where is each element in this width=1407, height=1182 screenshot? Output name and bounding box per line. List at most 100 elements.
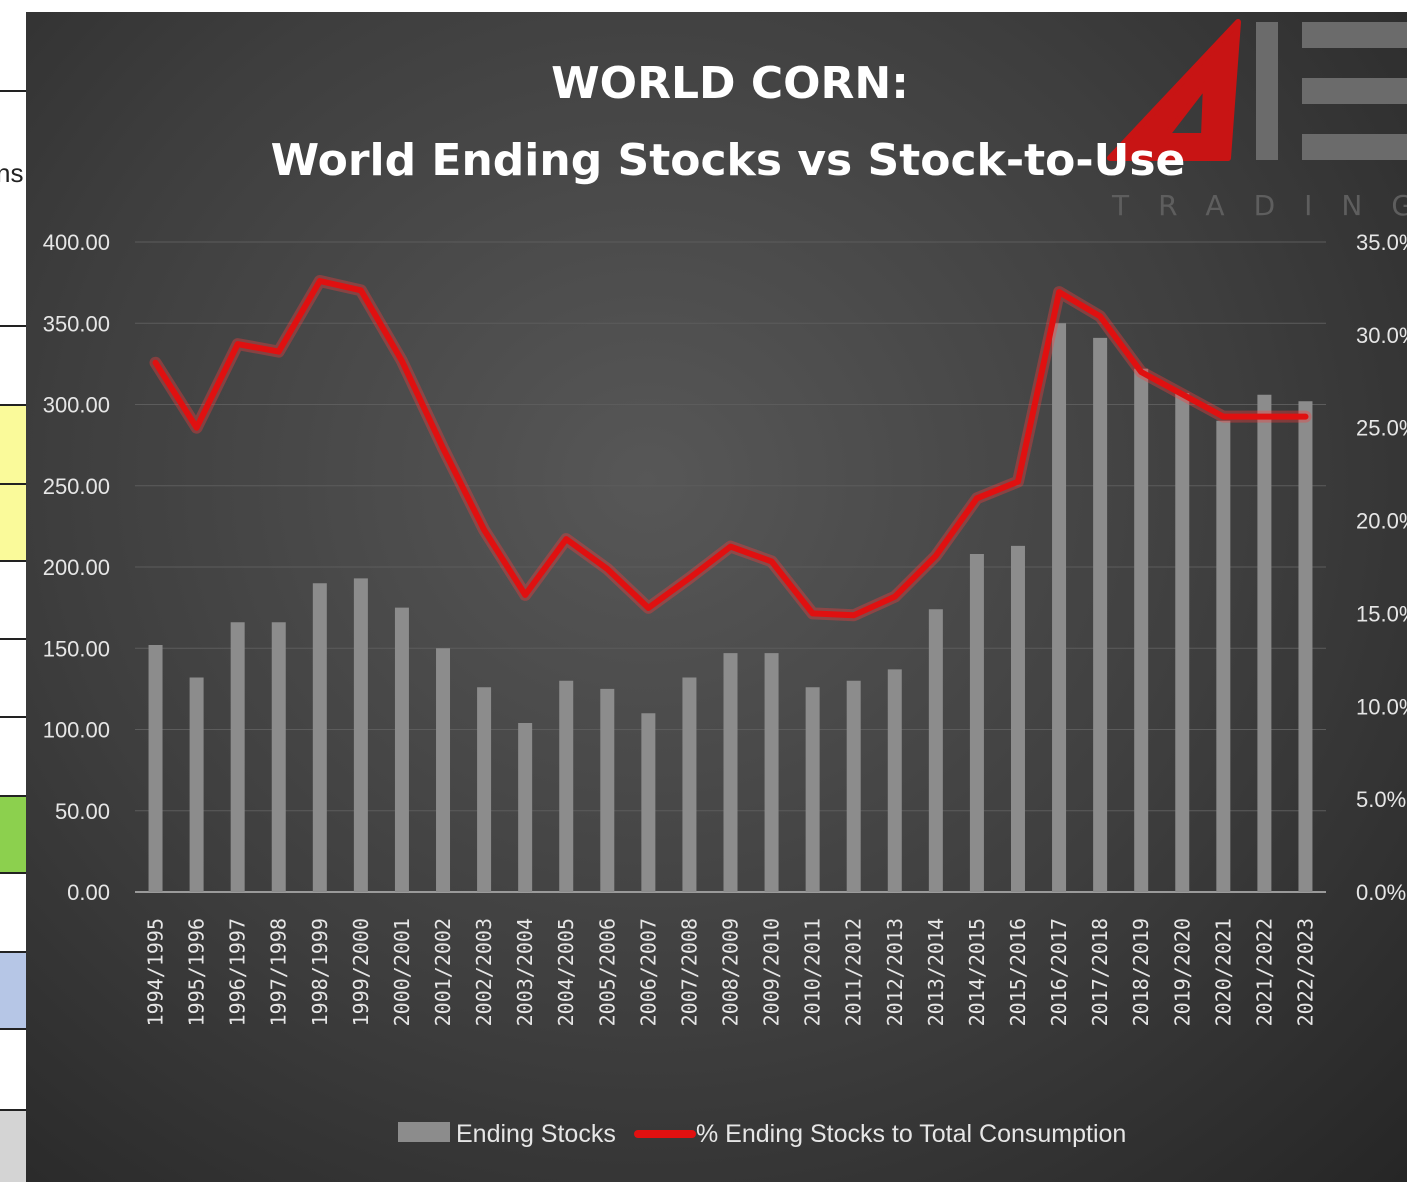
x-tick-label: 2022/2023	[1293, 918, 1317, 1026]
bar-ending-stocks	[148, 645, 163, 892]
legend-label-stocks-to-use: % Ending Stocks to Total Consumption	[696, 1120, 1126, 1148]
strip-cell-blue	[0, 952, 26, 1028]
strip-divider	[0, 716, 26, 718]
bar-ending-stocks	[723, 653, 738, 892]
bar-ending-stocks	[518, 723, 533, 892]
x-tick-label: 2009/2010	[760, 918, 784, 1026]
x-tick-label: 1996/1997	[226, 918, 250, 1026]
x-tick-label: 1994/1995	[144, 918, 168, 1026]
logo-bar-icon	[1256, 22, 1278, 160]
strip-divider	[0, 404, 26, 406]
x-tick-label: 2005/2006	[595, 918, 619, 1026]
line-series	[149, 275, 1312, 622]
bar-ending-stocks	[887, 669, 902, 892]
x-tick-label: 2007/2008	[677, 918, 701, 1026]
bar-ending-stocks	[928, 609, 943, 892]
bar-ending-stocks	[230, 622, 245, 892]
x-tick-label: 2019/2020	[1170, 918, 1194, 1026]
x-tick-label: 1995/1996	[185, 918, 209, 1026]
bar-ending-stocks	[1175, 393, 1190, 892]
y-left-tick-label: 300.00	[43, 393, 110, 418]
x-tick-label: 2014/2015	[965, 918, 989, 1026]
logo: TRADING	[1107, 19, 1407, 222]
x-tick-label: 2006/2007	[636, 918, 660, 1026]
strip-divider	[0, 483, 26, 485]
x-tick-label: 2020/2021	[1211, 918, 1235, 1026]
x-tick-label: 2010/2011	[801, 918, 825, 1026]
y-right-tick-label: 15.0%	[1356, 601, 1407, 626]
logo-bar-icon	[1302, 134, 1407, 160]
logo-text: TRADING	[1111, 189, 1407, 222]
left-sheet-strip: ns	[0, 0, 26, 1182]
chart-title: WORLD CORN:	[551, 58, 909, 109]
y-axis-right: 0.0% 5.0% 10.0% 15.0% 20.0% 25.0% 30.0% 35.0%	[1356, 230, 1407, 905]
x-tick-label: 2001/2002	[431, 918, 455, 1026]
x-tick-label: 1999/2000	[349, 918, 373, 1026]
x-tick-label: 2017/2018	[1088, 918, 1112, 1026]
y-right-tick-label: 35.0%	[1356, 230, 1407, 255]
x-tick-label: 2015/2016	[1006, 918, 1030, 1026]
logo-bar-icon	[1302, 22, 1407, 48]
strip-cell-yellow	[0, 405, 26, 560]
bar-ending-stocks	[764, 653, 779, 892]
bar-ending-stocks	[271, 622, 286, 892]
bar-ending-stocks	[600, 688, 615, 892]
bar-ending-stocks	[189, 677, 204, 892]
x-tick-label: 2021/2022	[1252, 918, 1276, 1026]
strip-divider	[0, 872, 26, 874]
x-tick-label: 2012/2013	[883, 918, 907, 1026]
bar-ending-stocks	[641, 713, 656, 892]
x-tick-label: 2003/2004	[513, 918, 537, 1026]
y-right-tick-label: 10.0%	[1356, 694, 1407, 719]
strip-cell-gray	[0, 1110, 26, 1182]
y-left-tick-label: 0.00	[67, 880, 110, 905]
y-right-tick-label: 20.0%	[1356, 509, 1407, 534]
bar-ending-stocks	[1052, 323, 1067, 892]
legend: Ending Stocks % Ending Stocks to Total C…	[398, 1120, 1126, 1148]
bar-ending-stocks	[805, 687, 820, 892]
strip-cell-green	[0, 796, 26, 872]
legend-swatch-ending-stocks	[398, 1122, 450, 1142]
y-left-tick-label: 150.00	[43, 636, 110, 661]
strip-divider	[0, 560, 26, 562]
y-right-tick-label: 25.0%	[1356, 416, 1407, 441]
strip-divider	[0, 795, 26, 797]
y-right-tick-label: 30.0%	[1356, 323, 1407, 348]
strip-divider	[0, 1028, 26, 1030]
y-left-tick-label: 200.00	[43, 555, 110, 580]
bar-ending-stocks	[1216, 420, 1231, 892]
y-left-tick-label: 100.00	[43, 718, 110, 743]
strip-divider	[0, 90, 26, 92]
bar-ending-stocks	[1257, 394, 1272, 892]
bar-ending-stocks	[969, 554, 984, 892]
strip-divider	[0, 325, 26, 327]
strip-divider	[0, 1109, 26, 1111]
logo-bar-icon	[1302, 78, 1407, 104]
y-right-tick-label: 0.0%	[1356, 880, 1406, 905]
x-tick-label: 2011/2012	[842, 918, 866, 1026]
logo-triangle-icon	[1107, 19, 1241, 161]
x-tick-label: 1997/1998	[267, 918, 291, 1026]
bar-series	[148, 323, 1313, 892]
bar-ending-stocks	[559, 680, 574, 892]
bar-ending-stocks	[477, 687, 492, 892]
bar-ending-stocks	[436, 648, 451, 892]
x-tick-label: 2004/2005	[554, 918, 578, 1026]
strip-divider	[0, 951, 26, 953]
x-tick-label: 1998/1999	[308, 918, 332, 1026]
y-right-tick-label: 5.0%	[1356, 787, 1406, 812]
y-left-tick-label: 50.00	[55, 799, 110, 824]
x-tick-label: 2000/2001	[390, 918, 414, 1026]
strip-divider	[0, 638, 26, 640]
chart-subtitle: World Ending Stocks vs Stock-to-Use	[271, 135, 1186, 186]
bar-ending-stocks	[846, 680, 861, 892]
y-axis-left: 0.00 50.00 100.00 150.00 200.00 250.00 300.00 3…	[43, 230, 110, 905]
y-left-tick-label: 250.00	[43, 474, 110, 499]
x-tick-label: 2018/2019	[1129, 918, 1153, 1026]
bar-ending-stocks	[1298, 401, 1313, 892]
x-tick-label: 2016/2017	[1047, 918, 1071, 1026]
bar-ending-stocks	[312, 583, 327, 892]
bar-ending-stocks	[682, 677, 697, 892]
y-left-tick-label: 400.00	[43, 230, 110, 255]
bar-ending-stocks	[353, 578, 368, 892]
